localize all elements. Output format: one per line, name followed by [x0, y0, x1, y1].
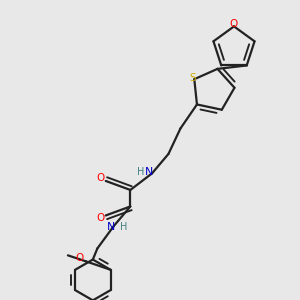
Text: O: O [75, 253, 83, 263]
Text: H: H [120, 223, 127, 232]
Text: O: O [230, 19, 238, 29]
Text: N: N [145, 167, 153, 177]
Text: H: H [137, 167, 144, 177]
Text: N: N [107, 223, 115, 232]
Text: S: S [190, 73, 196, 83]
Text: O: O [96, 173, 104, 183]
Text: O: O [96, 214, 104, 224]
